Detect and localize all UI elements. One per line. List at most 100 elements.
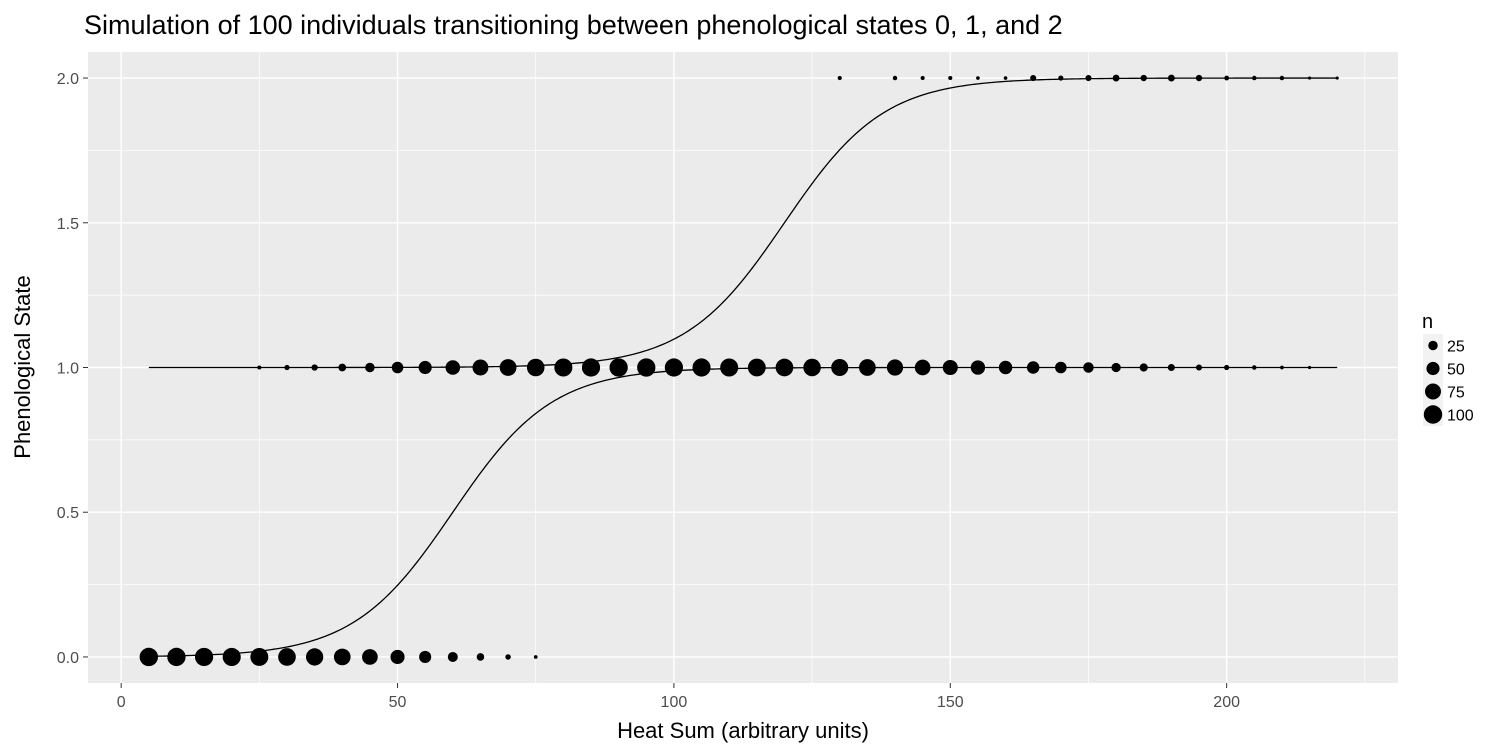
legend-title: n xyxy=(1422,311,1433,333)
legend-key-point xyxy=(1425,383,1441,400)
point-state-1 xyxy=(526,358,545,377)
point-state-1 xyxy=(391,361,404,374)
point-state-2 xyxy=(948,75,953,81)
point-state-1 xyxy=(775,358,794,377)
transition-curves xyxy=(148,77,1338,657)
curve-transition-1-to-2 xyxy=(148,77,1338,369)
point-state-1 xyxy=(472,359,489,376)
point-state-1 xyxy=(998,360,1013,375)
point-state-1 xyxy=(859,359,876,376)
point-state-0 xyxy=(362,649,378,665)
y-tick-label: 1.0 xyxy=(57,361,79,378)
point-state-1 xyxy=(311,364,318,371)
chart-title: Simulation of 100 individuals transition… xyxy=(84,10,1063,40)
point-state-1 xyxy=(886,359,904,376)
point-state-2 xyxy=(1195,74,1203,82)
point-state-0 xyxy=(167,647,186,667)
point-state-1 xyxy=(338,363,347,372)
x-axis: 0 50 100 150 200 xyxy=(117,683,1240,711)
point-state-1 xyxy=(692,358,711,377)
point-state-1 xyxy=(664,358,684,377)
legend-label: 100 xyxy=(1447,408,1474,425)
y-tick-label: 0.5 xyxy=(57,505,79,522)
point-state-1 xyxy=(747,358,766,377)
point-state-2 xyxy=(1030,75,1037,82)
point-state-1 xyxy=(1055,361,1067,374)
point-state-2 xyxy=(892,75,898,81)
point-state-0 xyxy=(139,647,159,667)
y-tick-label: 2.0 xyxy=(57,71,79,88)
legend-key-point xyxy=(1426,361,1440,376)
legend-label: 50 xyxy=(1447,362,1465,379)
point-state-1 xyxy=(1195,364,1203,371)
point-state-1 xyxy=(1026,361,1040,374)
legend-label: 25 xyxy=(1447,339,1465,356)
point-state-0 xyxy=(533,655,538,659)
x-tick-label: 100 xyxy=(661,694,688,711)
point-state-1 xyxy=(1280,365,1284,370)
point-state-2 xyxy=(1224,75,1230,81)
point-state-1 xyxy=(581,358,601,377)
point-state-1 xyxy=(257,365,262,370)
point-state-0 xyxy=(194,647,214,667)
point-state-1 xyxy=(970,360,986,375)
point-state-1 xyxy=(1307,365,1312,370)
point-state-1 xyxy=(720,358,739,377)
point-state-1 xyxy=(609,358,628,377)
y-axis-title: Phenological State xyxy=(10,275,35,458)
point-state-1 xyxy=(1083,362,1094,373)
legend-key-point xyxy=(1428,340,1438,351)
legend-key-point xyxy=(1423,405,1443,424)
point-state-1 xyxy=(445,360,461,375)
point-state-0 xyxy=(305,648,324,666)
point-state-1 xyxy=(831,358,849,377)
point-state-1 xyxy=(637,358,656,377)
y-axis: 0.0 0.5 1.0 1.5 2.0 xyxy=(57,71,88,667)
x-axis-title: Heat Sum (arbitrary units) xyxy=(617,718,869,743)
point-state-2 xyxy=(837,75,842,81)
point-state-1 xyxy=(365,362,375,373)
point-state-1 xyxy=(942,359,958,376)
point-state-2 xyxy=(1085,75,1092,82)
point-state-1 xyxy=(1111,362,1121,373)
point-state-2 xyxy=(1279,75,1285,81)
point-state-1 xyxy=(1167,363,1175,372)
point-state-2 xyxy=(1003,76,1008,80)
point-state-1 xyxy=(1224,364,1230,371)
point-state-0 xyxy=(333,648,351,666)
legend-entries: 25 50 75 100 xyxy=(1423,334,1474,426)
point-state-1 xyxy=(914,359,931,376)
data-points xyxy=(139,74,1339,667)
curve-transition-0-to-1 xyxy=(148,366,1338,657)
point-state-0 xyxy=(447,651,458,662)
x-tick-label: 150 xyxy=(937,694,964,711)
size-legend: n 25 50 75 100 xyxy=(1422,311,1474,426)
point-state-0 xyxy=(390,649,405,665)
point-state-0 xyxy=(505,654,511,660)
point-state-2 xyxy=(976,76,980,80)
point-state-2 xyxy=(1140,74,1147,82)
point-state-1 xyxy=(418,360,432,375)
point-state-0 xyxy=(419,650,432,663)
point-state-1 xyxy=(499,359,517,376)
point-state-1 xyxy=(284,364,290,371)
point-state-1 xyxy=(1252,365,1257,370)
point-state-2 xyxy=(1335,76,1339,80)
point-state-2 xyxy=(1112,74,1120,82)
point-state-0 xyxy=(476,653,485,661)
point-state-2 xyxy=(920,75,925,81)
point-state-0 xyxy=(278,648,296,666)
x-tick-label: 50 xyxy=(389,694,407,711)
legend-label: 75 xyxy=(1447,385,1465,402)
point-state-1 xyxy=(803,358,821,377)
y-tick-label: 0.0 xyxy=(57,650,79,667)
point-state-2 xyxy=(1058,75,1064,81)
point-state-1 xyxy=(1139,363,1148,372)
x-tick-label: 0 xyxy=(117,694,126,711)
point-state-2 xyxy=(1167,74,1175,82)
point-state-1 xyxy=(554,358,573,377)
point-state-0 xyxy=(250,647,269,666)
point-state-2 xyxy=(1307,76,1312,80)
point-state-2 xyxy=(1252,75,1257,81)
